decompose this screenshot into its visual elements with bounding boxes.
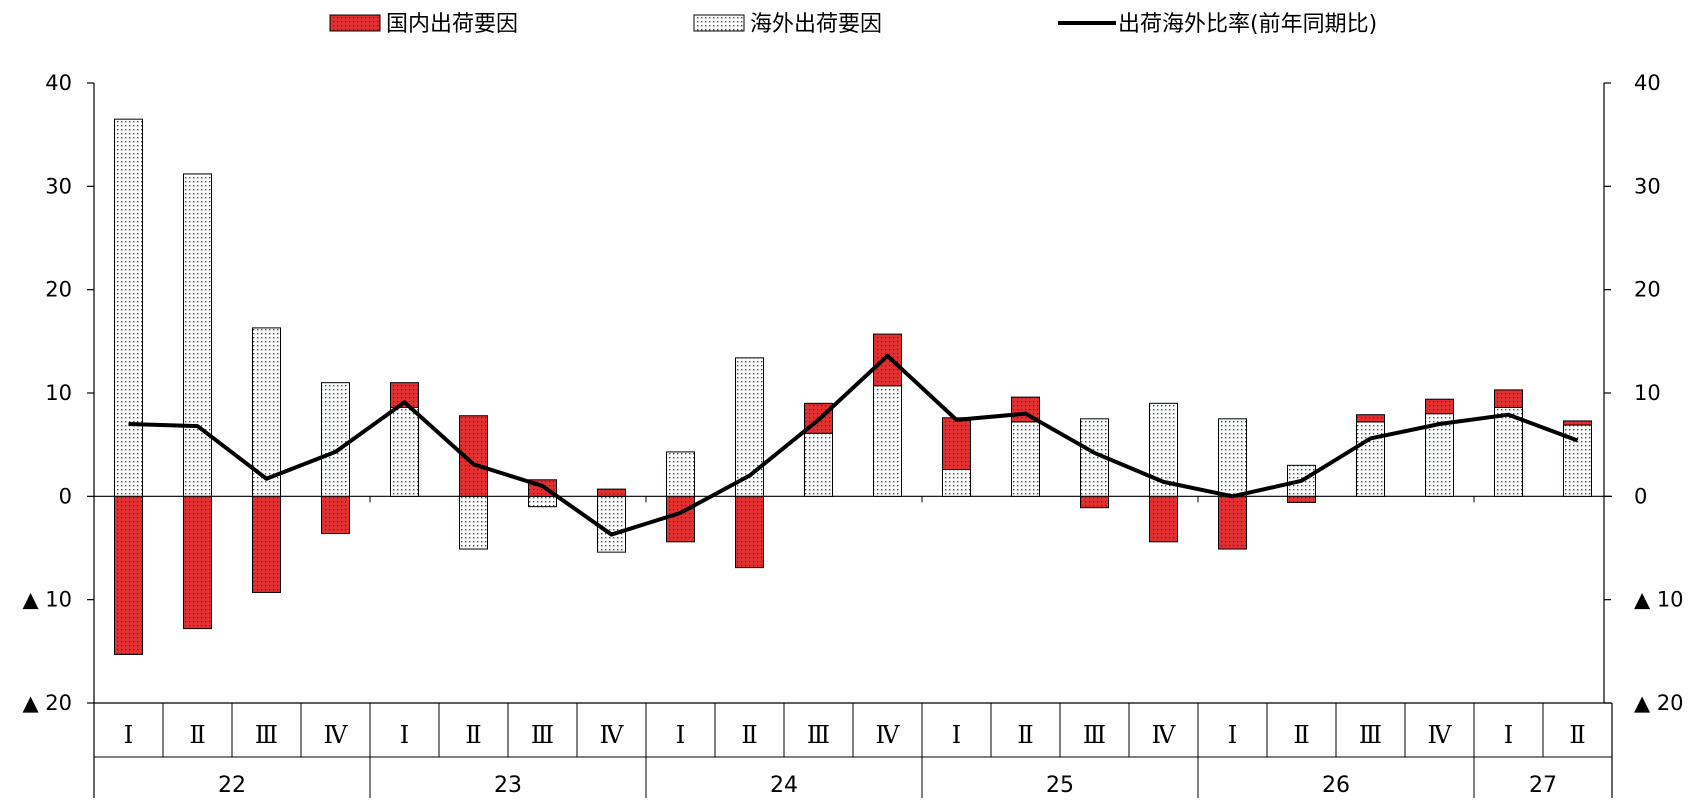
- y-tick-label-left: 10: [45, 381, 72, 405]
- bar-domestic: [1218, 495, 1247, 550]
- year-label: 24: [770, 773, 798, 798]
- quarter-label: Ⅲ: [1359, 721, 1382, 749]
- quarter-label: Ⅰ: [124, 721, 133, 749]
- quarter-label: Ⅲ: [255, 721, 278, 749]
- y-tick-label-left: 40: [45, 71, 72, 95]
- bar-domestic: [1425, 398, 1454, 415]
- bar-overseas: [804, 432, 833, 497]
- bar-domestic: [735, 495, 764, 569]
- bar-overseas: [252, 327, 281, 497]
- bar-domestic: [942, 417, 971, 470]
- legend: 国内出荷要因 海外出荷要因 出荷海外比率(前年同期比): [329, 12, 1377, 37]
- bar-overseas: [528, 495, 557, 508]
- year-label: 25: [1046, 773, 1074, 798]
- bar-overseas: [390, 406, 419, 497]
- bar-domestic: [1080, 495, 1109, 509]
- y-tick-label-right: 0: [1634, 484, 1647, 508]
- quarter-label: Ⅱ: [465, 721, 481, 749]
- bar-overseas: [597, 495, 626, 553]
- y-tick-label-left: 30: [45, 174, 72, 198]
- bar-overseas: [1356, 421, 1385, 497]
- quarter-label: Ⅱ: [1017, 721, 1033, 749]
- quarter-label: Ⅳ: [1152, 721, 1177, 749]
- legend-label-overseas: 海外出荷要因: [750, 12, 882, 37]
- bar-domestic: [1149, 495, 1178, 543]
- bar-overseas: [666, 451, 695, 497]
- bar-domestic: [1494, 389, 1523, 408]
- y-tick-label-right: 30: [1634, 174, 1661, 198]
- y-tick-label-right: 20: [1634, 278, 1661, 302]
- bar-overseas: [459, 495, 488, 550]
- bar-domestic: [1563, 420, 1592, 426]
- legend-swatch-domestic: [329, 14, 381, 32]
- bar-domestic: [1287, 495, 1316, 504]
- y-tick-label-right: ▲ 10: [1634, 588, 1684, 612]
- legend-swatch-overseas: [693, 14, 745, 32]
- quarter-label: Ⅰ: [676, 721, 685, 749]
- bar-overseas: [942, 468, 971, 497]
- quarter-label: Ⅰ: [952, 721, 961, 749]
- y-tick-label-right: 10: [1634, 381, 1661, 405]
- quarter-label: Ⅰ: [1504, 721, 1513, 749]
- quarter-label: Ⅲ: [531, 721, 554, 749]
- quarter-label: Ⅰ: [1228, 721, 1237, 749]
- y-tick-label-right: ▲ 20: [1634, 691, 1684, 715]
- quarter-label: Ⅰ: [400, 721, 409, 749]
- bar-overseas: [1011, 421, 1040, 497]
- y-tick-label-right: 40: [1634, 71, 1661, 95]
- quarter-label: Ⅳ: [876, 721, 901, 749]
- quarter-label: Ⅲ: [1083, 721, 1106, 749]
- year-label: 23: [494, 773, 522, 798]
- year-label: 22: [218, 773, 246, 798]
- bar-overseas: [1494, 406, 1523, 497]
- bar-domestic: [666, 495, 695, 543]
- bar-overseas: [183, 173, 212, 497]
- y-tick-label-left: ▲ 10: [22, 588, 72, 612]
- legend-label-ratio: 出荷海外比率(前年同期比): [1118, 12, 1377, 37]
- bar-overseas: [873, 385, 902, 497]
- bar-domestic: [873, 333, 902, 387]
- bar-overseas: [1218, 418, 1247, 497]
- bar-domestic: [252, 495, 281, 593]
- year-label: 26: [1322, 773, 1350, 798]
- bar-overseas: [321, 382, 350, 497]
- quarter-label: Ⅳ: [1428, 721, 1453, 749]
- ratio-line: [128, 353, 1579, 537]
- quarter-label: Ⅱ: [741, 721, 757, 749]
- quarter-label: Ⅱ: [1569, 721, 1585, 749]
- y-tick-label-left: 20: [45, 278, 72, 302]
- quarter-label: Ⅳ: [600, 721, 625, 749]
- legend-label-domestic: 国内出荷要因: [386, 12, 518, 37]
- quarter-label: Ⅲ: [807, 721, 830, 749]
- quarter-label: Ⅱ: [189, 721, 205, 749]
- bar-domestic: [183, 495, 212, 630]
- quarter-label: Ⅳ: [324, 721, 349, 749]
- bar-domestic: [1356, 414, 1385, 423]
- year-label: 27: [1529, 773, 1557, 798]
- bar-domestic: [114, 495, 143, 655]
- y-tick-label-left: 0: [59, 484, 72, 508]
- quarter-label: Ⅱ: [1293, 721, 1309, 749]
- y-tick-label-left: ▲ 20: [22, 691, 72, 715]
- bar-domestic: [321, 495, 350, 535]
- bar-overseas: [114, 118, 143, 497]
- plot-area: 40 40 30 30 20 20 10 10 0 0 ▲ 10 ▲ 10 ▲ 20 ▲ 20 Ⅰ Ⅱ Ⅲ Ⅳ Ⅰ Ⅱ…: [22, 71, 1684, 798]
- bar-domestic: [597, 488, 626, 497]
